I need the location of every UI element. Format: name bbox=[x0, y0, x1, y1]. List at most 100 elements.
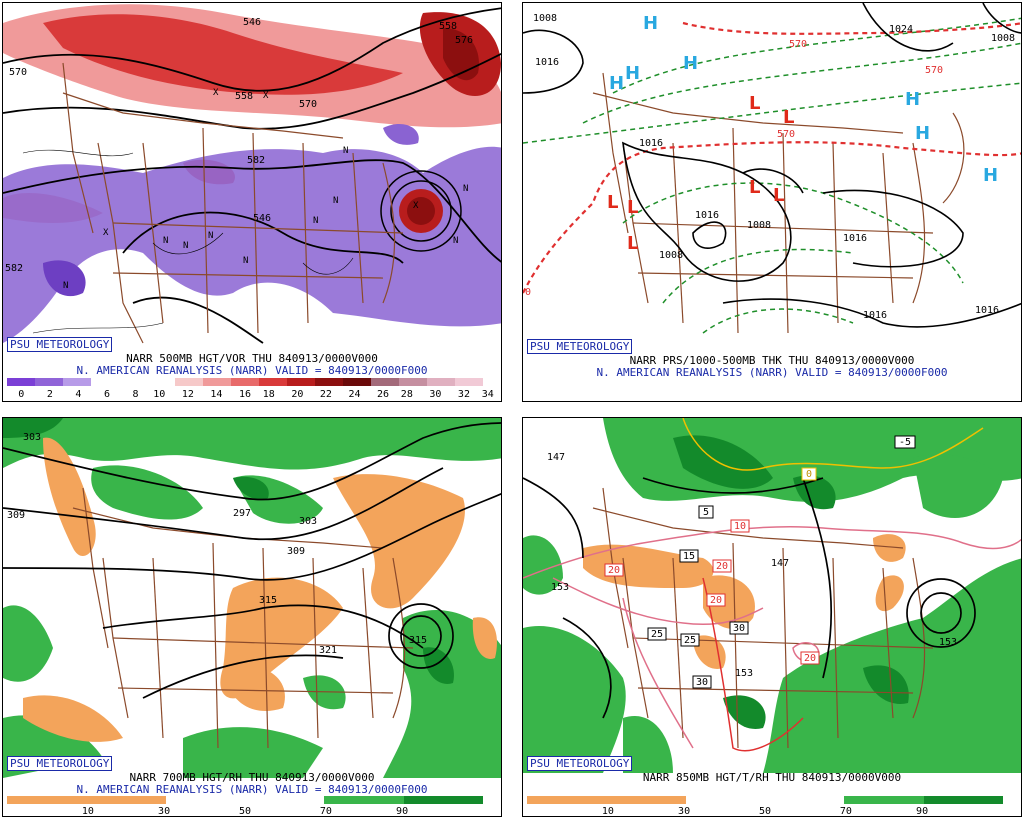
psu-badge: PSU METEOROLOGY bbox=[7, 337, 113, 352]
vort-symbols: N N N N N N N N N N X X X X bbox=[63, 88, 468, 291]
colorbar-label: 6 bbox=[103, 389, 110, 400]
temp-box: 15 bbox=[683, 551, 695, 562]
temp-box: 25 bbox=[684, 635, 696, 646]
temp-box: 20 bbox=[608, 565, 620, 576]
contour-label: 147 bbox=[771, 558, 789, 569]
low-center: L bbox=[749, 93, 760, 114]
isobar-label: 1016 bbox=[639, 138, 663, 149]
vort-symbol: X bbox=[413, 201, 419, 211]
colorbar-label: 30 bbox=[429, 389, 442, 400]
colorbar-label: 34 bbox=[481, 389, 494, 400]
psu-badge: PSU METEOROLOGY bbox=[527, 756, 633, 771]
colorbar-labels: 10 30 50 70 90 bbox=[527, 806, 1003, 817]
high-center: H bbox=[643, 13, 658, 34]
vort-symbol: N bbox=[243, 256, 248, 266]
contour-label: 303 bbox=[23, 432, 41, 443]
temp-box: -5 bbox=[899, 437, 911, 448]
colorbar-label: 20 bbox=[291, 389, 304, 400]
isobar-label: 1016 bbox=[843, 233, 867, 244]
colorbar-label: 10 bbox=[601, 806, 614, 817]
contour-label: 570 bbox=[299, 99, 317, 110]
colorbar-label: 90 bbox=[916, 806, 929, 817]
isobar-label: 1016 bbox=[975, 305, 999, 316]
map-700mb-rh: 303 309 297 303 309 315 321 315 bbox=[3, 418, 501, 778]
colorbar-label: 24 bbox=[348, 389, 361, 400]
high-pressure-centers: H H H H H H H bbox=[609, 13, 998, 186]
p2-thickness-labels: 570 570 570 0 bbox=[525, 39, 943, 298]
colorbar-label: 0 bbox=[18, 389, 25, 400]
thickness-label: 0 bbox=[525, 287, 531, 298]
high-center: H bbox=[609, 73, 624, 94]
contour-label: 297 bbox=[233, 508, 251, 519]
low-center: L bbox=[773, 185, 784, 206]
panel-700mb-rh: 303 309 297 303 309 315 321 315 PSU METE… bbox=[2, 417, 502, 817]
vort-symbol: N bbox=[463, 184, 468, 194]
colorbar-label: 10 bbox=[81, 806, 94, 817]
vort-symbol: N bbox=[63, 281, 68, 291]
contour-label: 309 bbox=[7, 510, 25, 521]
temp-box: 25 bbox=[651, 629, 663, 640]
temp-box: 30 bbox=[696, 677, 708, 688]
colorbar-label: 70 bbox=[319, 806, 332, 817]
isobar-label: 1016 bbox=[695, 210, 719, 221]
caption-valid: N. AMERICAN REANALYSIS (NARR) VALID = 84… bbox=[76, 783, 428, 796]
colorbar-label: 22 bbox=[319, 389, 332, 400]
isobar-label: 1024 bbox=[889, 24, 913, 35]
colorbar bbox=[7, 796, 483, 804]
isobar-label: 1008 bbox=[659, 250, 683, 261]
p3-contour-labels: 303 309 297 303 309 315 321 315 bbox=[7, 432, 427, 656]
colorbar-label: 28 bbox=[400, 389, 413, 400]
psu-badge: PSU METEOROLOGY bbox=[7, 756, 113, 771]
contour-label: 546 bbox=[253, 213, 271, 224]
colorbar-label: 26 bbox=[377, 389, 390, 400]
contour-label: 321 bbox=[319, 645, 337, 656]
contour-label: 558 bbox=[235, 91, 253, 102]
colorbar-label: 30 bbox=[678, 806, 691, 817]
vort-symbol: N bbox=[183, 241, 188, 251]
caption-title: NARR 700MB HGT/RH THU 840913/0000V000 bbox=[129, 771, 375, 784]
contour-label: 582 bbox=[5, 263, 23, 274]
p4-contour-labels: 147 153 147 153 153 bbox=[547, 452, 957, 679]
contour-label: 315 bbox=[409, 635, 427, 646]
caption-valid: N. AMERICAN REANALYSIS (NARR) VALID = 84… bbox=[596, 366, 948, 379]
colorbar-label: 2 bbox=[46, 389, 53, 400]
contour-label: 153 bbox=[735, 668, 753, 679]
low-center: L bbox=[627, 233, 638, 254]
isobar-label: 1008 bbox=[533, 13, 557, 24]
high-center: H bbox=[915, 123, 930, 144]
temp-box: 5 bbox=[703, 507, 709, 518]
temp-box: 20 bbox=[710, 595, 722, 606]
map-pressure-thickness: 1008 1016 1016 1016 1008 1016 1016 1016 … bbox=[523, 3, 1021, 334]
contour-label: 558 bbox=[439, 21, 457, 32]
contour-label: 576 bbox=[455, 35, 473, 46]
temp-box: 20 bbox=[804, 653, 816, 664]
colorbar-label: 16 bbox=[238, 389, 252, 400]
caption-title: NARR PRS/1000-500MB THK THU 840913/0000V… bbox=[629, 354, 915, 367]
contour-label: 582 bbox=[247, 155, 265, 166]
contour-label: 570 bbox=[9, 67, 27, 78]
caption-title: NARR 850MB HGT/T/RH THU 840913/0000V000 bbox=[642, 771, 902, 784]
map-850mb-temp-rh: 147 153 147 153 153 -5 0 5 10 15 20 20 2… bbox=[523, 418, 1021, 773]
low-center: L bbox=[627, 197, 638, 218]
isobar-label: 1008 bbox=[747, 220, 771, 231]
temp-boxes: -5 0 5 10 15 20 20 20 25 25 30 30 20 bbox=[604, 435, 916, 689]
colorbar-label: 32 bbox=[457, 389, 470, 400]
high-center: H bbox=[905, 89, 920, 110]
thickness-label: 570 bbox=[777, 129, 795, 140]
panel-pressure-thickness: 1008 1016 1016 1016 1008 1016 1016 1016 … bbox=[522, 2, 1022, 402]
caption-title: NARR 500MB HGT/VOR THU 840913/0000V000 bbox=[126, 352, 378, 365]
isobar-label: 1016 bbox=[535, 57, 559, 68]
high-center: H bbox=[683, 53, 698, 74]
vort-symbol: N bbox=[453, 236, 458, 246]
vort-symbol: X bbox=[213, 88, 219, 98]
temp-box: 30 bbox=[733, 623, 745, 634]
isobar-label: 1016 bbox=[863, 310, 887, 321]
temp-box: 0 bbox=[806, 469, 812, 480]
temp-box: 10 bbox=[734, 521, 746, 532]
contour-label: 546 bbox=[243, 17, 261, 28]
vort-symbol: N bbox=[208, 231, 213, 241]
vort-symbol: N bbox=[343, 146, 348, 156]
contour-label: 315 bbox=[259, 595, 277, 606]
contour-label: 153 bbox=[551, 582, 569, 593]
colorbar-labels: 10 30 50 70 90 bbox=[7, 806, 483, 817]
